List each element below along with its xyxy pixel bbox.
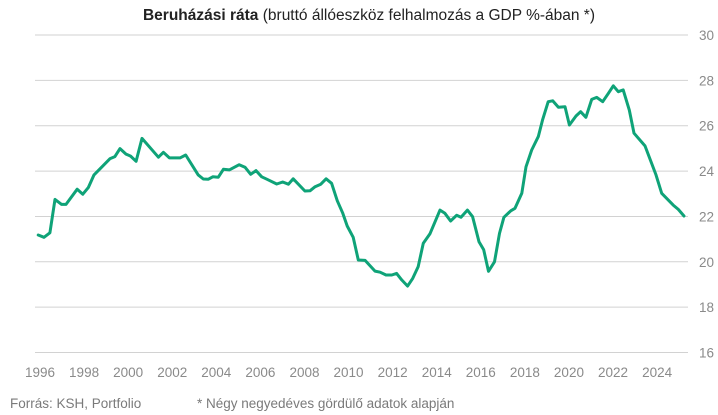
y-tick-label: 18 xyxy=(699,300,714,315)
source-note: Forrás: KSH, Portfolio xyxy=(10,396,141,411)
x-tick-label: 2012 xyxy=(378,365,408,380)
x-tick-label: 2010 xyxy=(334,365,364,380)
chart-title-rest: (bruttó állóeszköz felhalmozás a GDP %-á… xyxy=(258,7,595,24)
x-tick-label: 2020 xyxy=(554,365,584,380)
x-tick-label: 2024 xyxy=(642,365,673,380)
y-tick-label: 24 xyxy=(699,164,715,179)
y-tick-label: 28 xyxy=(699,73,714,88)
y-tick-label: 26 xyxy=(699,119,714,134)
chart-title-bold: Beruházási ráta xyxy=(143,7,259,24)
x-tick-label: 2014 xyxy=(422,365,453,380)
x-tick-label: 1996 xyxy=(25,365,55,380)
y-tick-label: 20 xyxy=(699,255,714,270)
x-tick-label: 2016 xyxy=(466,365,496,380)
chart-title: Beruházási ráta (bruttó állóeszköz felha… xyxy=(143,7,595,24)
x-tick-label: 2018 xyxy=(510,365,540,380)
y-tick-label: 30 xyxy=(699,28,714,43)
y-tick-label: 16 xyxy=(699,346,714,361)
x-tick-label: 1998 xyxy=(69,365,99,380)
series-line xyxy=(36,84,686,288)
x-tick-label: 2022 xyxy=(598,365,628,380)
x-tick-label: 2002 xyxy=(157,365,187,380)
x-tick-label: 2000 xyxy=(113,365,143,380)
y-tick-label: 22 xyxy=(699,209,714,224)
footnote: * Négy negyedéves gördülő adatok alapján xyxy=(197,396,454,411)
gridlines xyxy=(35,34,688,354)
x-tick-label: 2004 xyxy=(201,365,232,380)
x-tick-label: 2008 xyxy=(289,365,319,380)
x-axis-ticks: 1996 1998 2000 2002 2004 2006 2008 2010 2012 2014… xyxy=(25,365,673,380)
y-axis-ticks: 16 18 20 22 24 26 28 30 xyxy=(699,28,715,361)
x-tick-label: 2006 xyxy=(245,365,275,380)
